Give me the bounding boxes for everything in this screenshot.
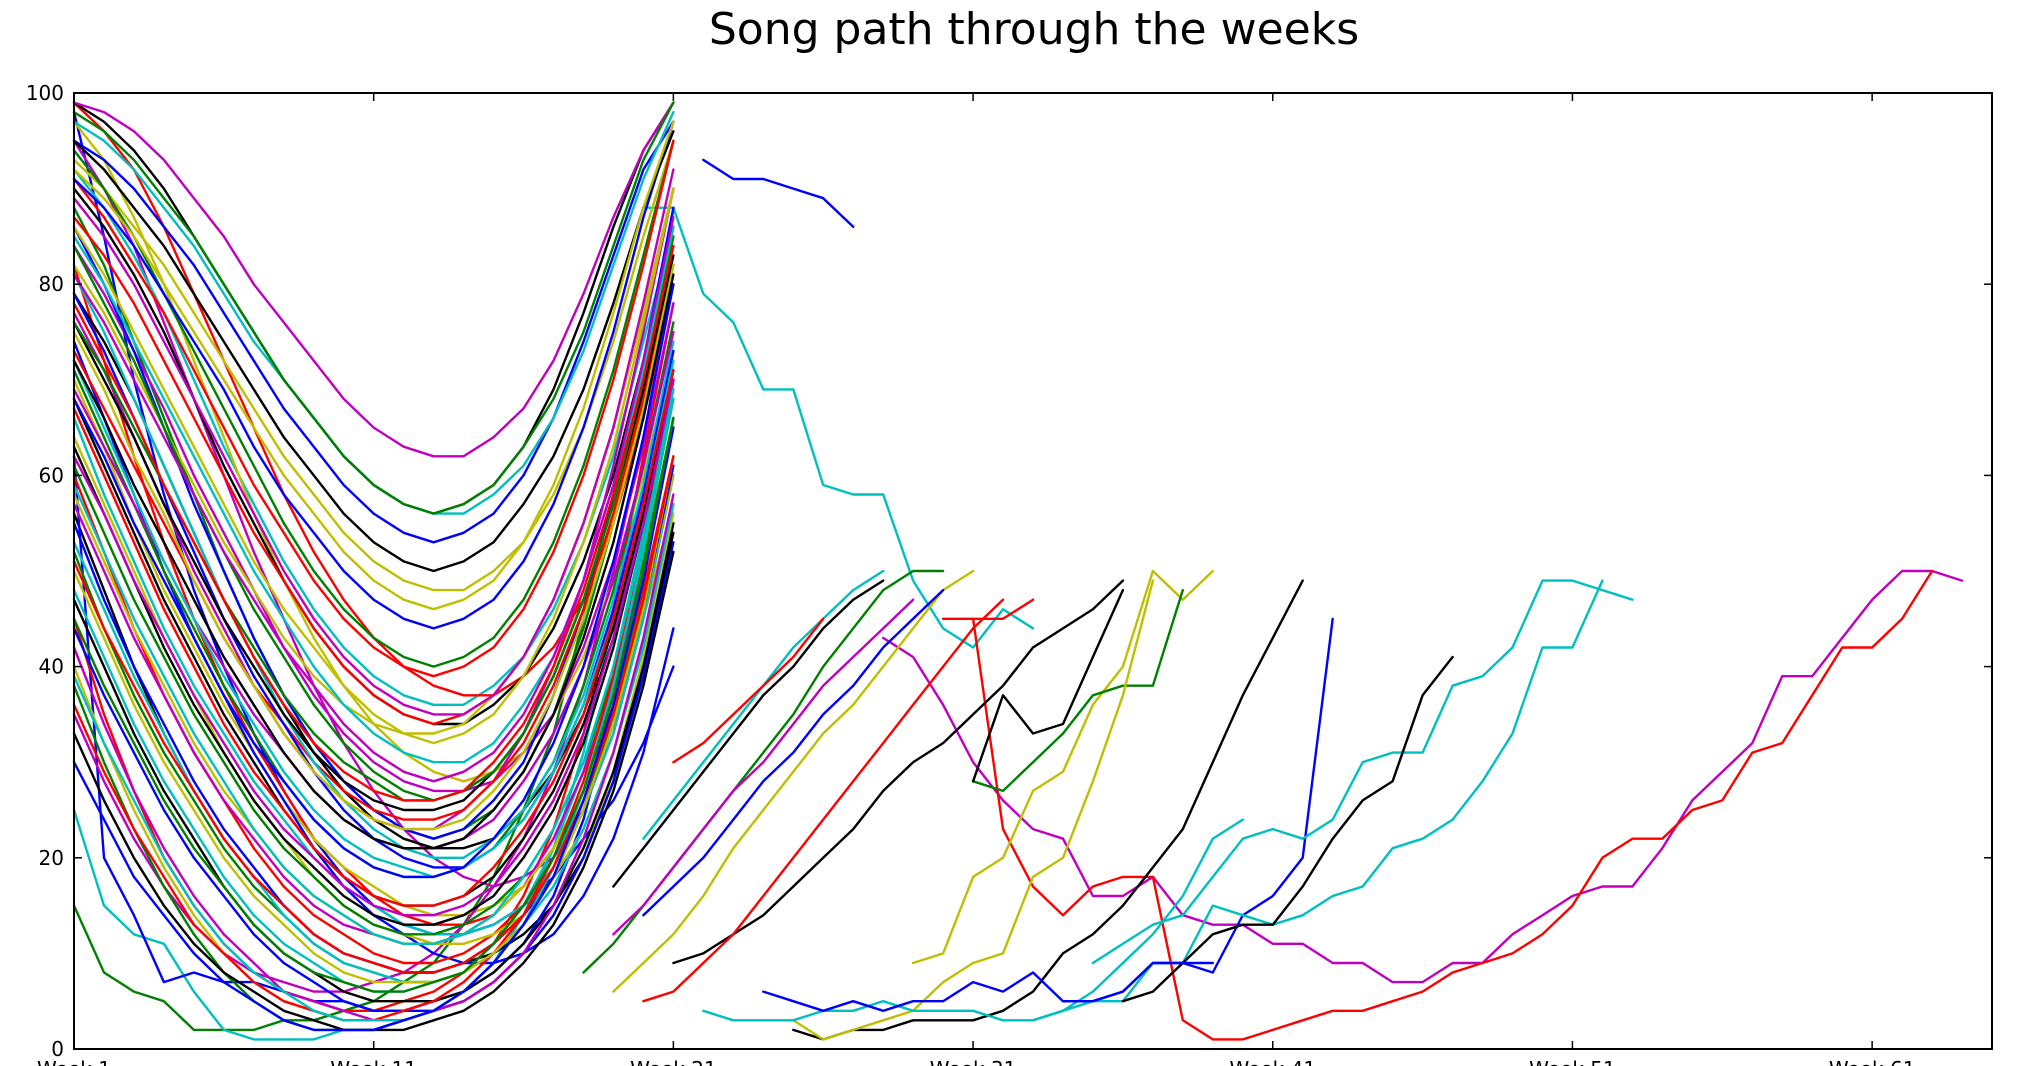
song-series-line-17 [672,579,1125,965]
song-series-line-44 [72,244,675,793]
song-series-line-67 [72,531,675,1003]
y-tick-label: 0 [51,1037,64,1061]
song-series-line-95 [72,129,675,573]
song-series-line-8 [971,588,1125,783]
song-series-line-13 [792,579,1304,1041]
song-series-line-56 [72,263,675,821]
song-series-line-21 [642,588,945,917]
x-tick-label: Week 21 [630,1057,717,1066]
song-series-line-12 [1121,655,1454,1003]
song-series-line-87 [72,187,675,745]
x-tick-label: Week 11 [330,1057,417,1066]
song-series-line-11 [1091,579,1634,965]
song-series-line-22 [612,598,915,936]
song-series-line-98 [72,244,675,802]
song-series-line-14 [792,579,1155,1041]
song-series-line-100 [72,216,675,783]
song-series-line-90 [72,101,675,515]
song-series-line-54 [72,120,675,544]
song-series-line-1 [702,158,855,229]
song-series-line-6 [911,569,1215,965]
song-series-line-80 [72,455,675,984]
song-series-line-64 [72,502,675,984]
song-series-line-2 [642,206,1035,649]
song-series-line-24 [642,569,885,840]
song-series-line-49 [72,416,675,965]
song-series-line-89 [72,283,675,879]
y-tick-label: 40 [39,655,64,679]
song-series-line-25 [672,617,825,764]
chart-title: Song path through the weeks [709,4,1359,55]
y-tick-label: 80 [39,272,64,296]
x-tick-label: Week 31 [930,1057,1017,1066]
song-series-line-19 [612,569,975,993]
song-series-line-86 [72,101,675,458]
song-series-line-66 [72,187,675,735]
song-series-line-4 [941,598,1035,620]
song-series-line-46 [72,187,675,726]
song-series-line-79 [72,168,675,716]
song-series-line-63 [72,187,675,726]
song-series-line-7 [971,588,1185,793]
song-series-line-23 [612,579,885,888]
song-series-line-102 [72,273,675,850]
song-series-line-101 [72,120,675,611]
tick-layer: Week 1 Week 11 Week 21 Week 31 Week 41 Week 5… [26,81,1992,1066]
y-tick-label: 20 [39,846,64,870]
song-series-line-93 [72,378,675,917]
song-series-line-82 [72,120,675,630]
song-series-line-62 [72,139,675,668]
song-series-line-15 [702,818,1245,1022]
x-tick-label: Week 41 [1229,1057,1316,1066]
song-series-line-94 [72,263,675,831]
song-series-line-60 [72,101,675,515]
song-series-line-85 [72,397,675,1022]
y-tick-label: 60 [39,463,64,487]
song-series-line-10 [1031,579,1604,1022]
song-series-line-5 [971,569,1934,1041]
song-series-line-3 [882,569,1964,984]
series-layer [72,101,1964,1041]
song-series-line-27 [72,235,675,1032]
x-tick-label: Week 51 [1529,1057,1616,1066]
song-series-line-70 [72,139,675,678]
x-tick-label: Week 1 [37,1057,111,1066]
song-series-line-84 [72,369,675,907]
song-series-line-57 [72,273,675,859]
song-series-line-61 [72,541,675,1012]
plot-frame [73,92,1993,1050]
song-series-line-99 [72,388,675,945]
song-series-line-96 [72,426,675,1032]
x-tick-label: Week 61 [1829,1057,1916,1066]
song-series-line-16 [762,961,1215,1012]
song-series-line-28 [72,263,675,926]
y-tick-label: 100 [26,81,64,105]
song-series-line-18 [642,598,1005,1003]
song-series-line-78 [72,359,675,879]
song-series-line-97 [72,416,675,993]
song-series-line-73 [72,474,675,945]
song-series-line-81 [72,369,675,926]
